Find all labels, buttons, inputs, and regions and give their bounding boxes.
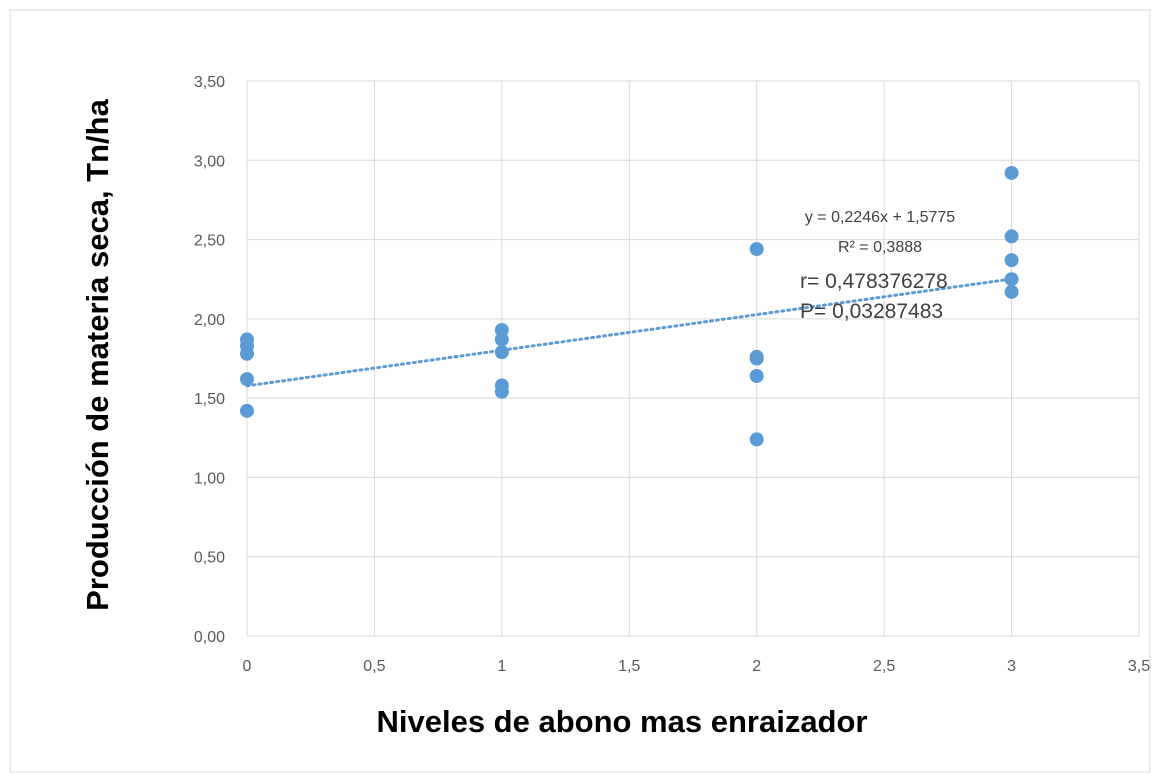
- data-point: [1004, 284, 1019, 299]
- data-point: [494, 384, 509, 399]
- y-tick-label: 0,50: [194, 550, 225, 567]
- data-point: [749, 432, 764, 447]
- data-point: [1004, 229, 1019, 244]
- y-axis-title: Producción de materia seca, Tn/ha: [80, 98, 115, 610]
- data-points: [240, 165, 1019, 447]
- data-point: [494, 332, 509, 347]
- data-point: [240, 346, 254, 361]
- data-point: [749, 368, 764, 383]
- y-tick-label: 1,00: [194, 470, 225, 487]
- x-tick-label: 3: [1007, 658, 1016, 675]
- x-tick-label: 0: [243, 658, 252, 675]
- y-tick-label: 2,00: [194, 312, 225, 329]
- r-value-label: r= 0,478376278: [800, 270, 948, 293]
- x-tick-label: 3,5: [1128, 658, 1150, 675]
- data-point: [1004, 165, 1019, 180]
- p-value-label: P= 0,03287483: [800, 300, 943, 323]
- y-axis-ticks: 0,00 0,50 1,00 1,50 2,00 2,50 3,00 3,50: [194, 74, 225, 646]
- y-tick-label: 3,00: [194, 153, 225, 170]
- data-point: [749, 351, 764, 366]
- data-point: [494, 345, 509, 360]
- y-tick-label: 1,50: [194, 391, 225, 408]
- x-tick-label: 2,5: [873, 658, 895, 675]
- data-point: [1004, 253, 1019, 268]
- y-tick-label: 3,50: [194, 74, 225, 91]
- y-tick-label: 0,00: [194, 629, 225, 646]
- r-squared-label: R² = 0,3888: [838, 239, 922, 256]
- x-axis-title: Niveles de abono mas enraizador: [376, 704, 867, 739]
- y-tick-label: 2,50: [194, 233, 225, 250]
- x-tick-label: 2: [752, 658, 761, 675]
- x-tick-label: 1,5: [618, 658, 640, 675]
- trendline: [245, 277, 1014, 388]
- x-axis-ticks: 0 0,5 1 1,5 2 2,5 3 3,5: [243, 658, 1151, 675]
- trendline-layer: [245, 277, 1014, 388]
- x-tick-label: 0,5: [363, 658, 385, 675]
- data-point: [749, 242, 764, 257]
- data-point: [240, 372, 254, 387]
- chart-area-border: [9, 9, 1151, 773]
- trendline-equation: y = 0,2246x + 1,5775: [805, 209, 955, 226]
- data-point: [240, 403, 254, 418]
- x-tick-label: 1: [497, 658, 506, 675]
- data-point: [1004, 272, 1019, 287]
